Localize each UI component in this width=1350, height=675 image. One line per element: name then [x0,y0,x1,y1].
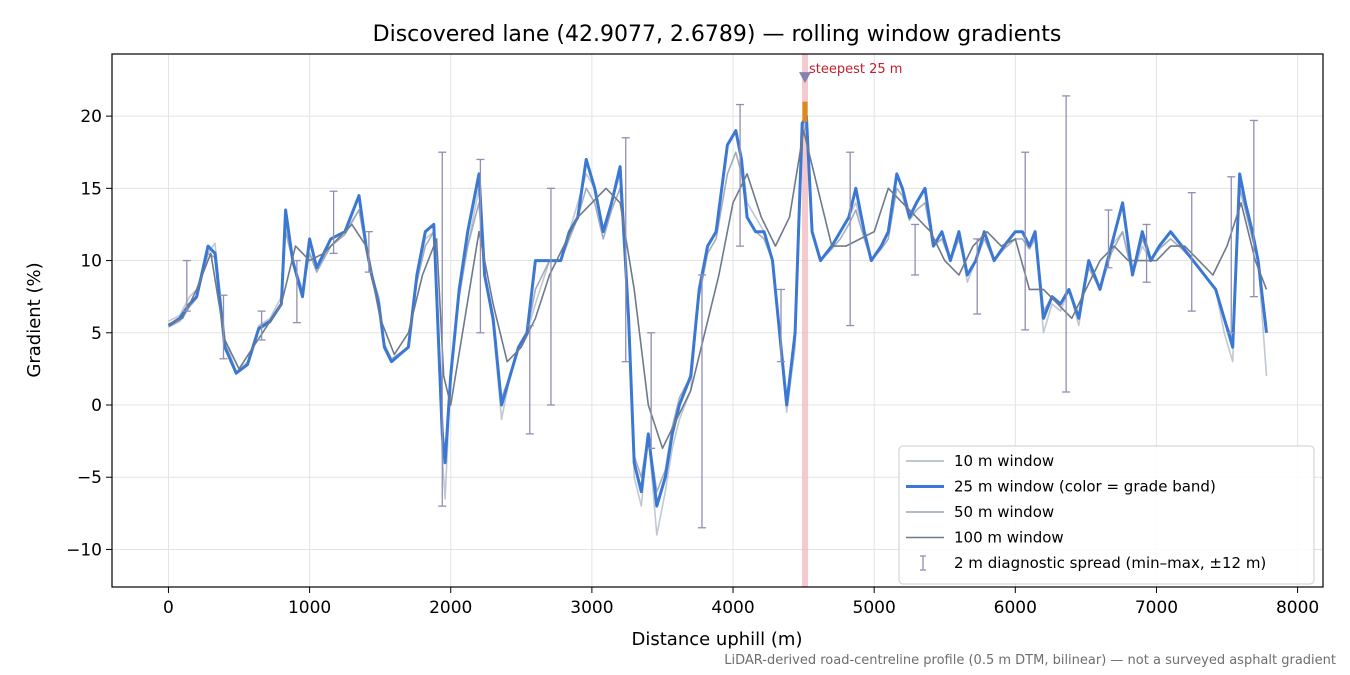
plot-frame [111,53,1324,588]
y-tick-label: 5 [91,324,102,344]
legend-box [898,445,1315,585]
series-line-3 [168,122,1268,493]
chart-title: Discovered lane (42.9077, 2.6789) — roll… [373,22,1062,47]
legend-entry: 50 m window [954,503,1054,521]
steepest-band-rect [802,54,809,587]
error-bars [182,95,1258,529]
x-tick-label: 7000 [1135,598,1178,618]
footnote: LiDAR-derived road-centreline profile (0… [724,653,1336,668]
steepest-band [802,54,809,587]
x-tick-label: 2000 [429,598,472,618]
legend-entry: 100 m window [954,529,1064,547]
y-axis-ticks: −10 −5 0 5 10 15 20 [66,107,112,560]
x-tick-label: 4000 [711,598,754,618]
x-tick-label: 6000 [994,598,1037,618]
steepest-marker: steepest 25 m [799,62,902,122]
y-tick-label: 10 [80,252,102,272]
steepest-marker-icon [799,72,812,84]
x-tick-label: 1000 [288,598,331,618]
steepest-label: steepest 25 m [809,62,902,77]
y-axis-label: Gradient (%) [24,262,45,377]
x-axis-label: Distance uphill (m) [632,629,803,650]
x-tick-label: 0 [163,598,174,618]
y-tick-label: 0 [91,396,102,416]
y-tick-label: −10 [66,540,102,560]
x-tick-label: 8000 [1276,598,1319,618]
legend-entry: 10 m window [954,452,1054,470]
legend-entry: 25 m window (color = grade band) [954,478,1216,496]
y-tick-label: 15 [80,179,102,199]
x-axis-ticks: 0 1000 2000 3000 4000 5000 6000 7000 8000 [163,587,1319,618]
x-tick-label: 5000 [853,598,896,618]
y-tick-label: −5 [77,468,102,488]
legend: 10 m window 25 m window (color = grade ba… [898,445,1315,585]
legend-entry: 2 m diagnostic spread (min–max, ±12 m) [954,554,1266,572]
x-tick-label: 3000 [570,598,613,618]
y-tick-label: 20 [80,107,102,127]
series-line-4 [168,129,1268,450]
